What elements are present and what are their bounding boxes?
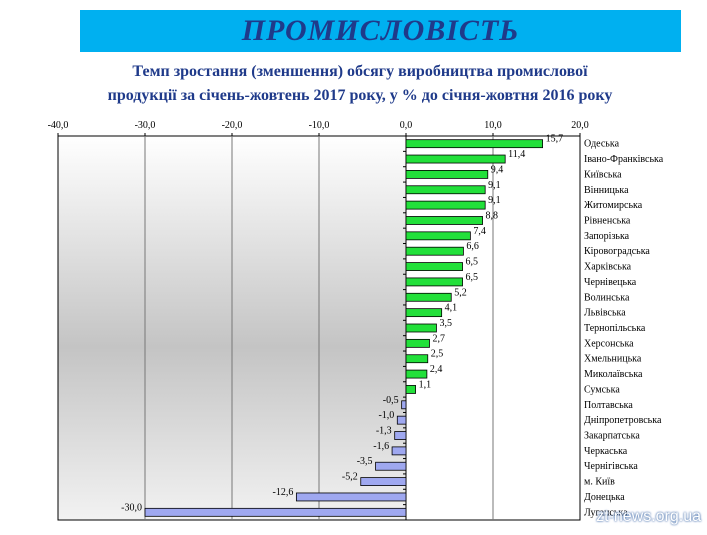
- category-label: Рівненська: [584, 215, 631, 226]
- x-tick-label: -20,0: [222, 120, 243, 131]
- category-label: Херсонська: [584, 338, 634, 349]
- value-label: -5,2: [342, 472, 358, 483]
- category-label: Волинська: [584, 292, 630, 303]
- value-label: -30,0: [121, 502, 142, 513]
- value-label: 2,7: [432, 333, 445, 344]
- value-label: 4,1: [445, 303, 458, 314]
- value-label: 2,4: [430, 364, 443, 375]
- value-label: 2,5: [431, 349, 444, 360]
- value-label: -3,5: [357, 456, 373, 467]
- value-label: 9,1: [488, 180, 501, 191]
- bar: [405, 216, 483, 225]
- value-label: 6,5: [466, 257, 479, 268]
- value-label: -1,6: [373, 441, 389, 452]
- bar: [391, 446, 407, 456]
- bar: [401, 400, 407, 410]
- value-label: -1,0: [378, 410, 394, 421]
- bar: [405, 277, 463, 287]
- category-label: Чернігівська: [584, 461, 638, 472]
- category-label: Закарпатська: [584, 431, 640, 442]
- watermark: zt-news.org.ua: [596, 508, 701, 525]
- category-label: Полтавська: [584, 400, 633, 411]
- bar: [405, 154, 506, 164]
- value-label: 3,5: [439, 318, 452, 329]
- value-label: 11,4: [508, 149, 525, 160]
- bar: [405, 231, 471, 241]
- bar: [405, 246, 464, 256]
- bar: [394, 431, 407, 440]
- value-label: 1,1: [419, 379, 432, 390]
- bar: [405, 139, 543, 149]
- category-label: Житомирська: [584, 200, 643, 211]
- category-label: Чернівецька: [584, 277, 637, 288]
- category-label: Миколаївська: [584, 369, 643, 380]
- category-label: Луганська: [584, 507, 628, 518]
- category-label: Донецька: [584, 492, 625, 503]
- bar: [295, 492, 407, 502]
- value-label: -0,5: [383, 395, 399, 406]
- value-label: 6,6: [466, 241, 479, 252]
- bar: [405, 323, 437, 333]
- subtitle-line-1: Темп зростання (зменшення) обсягу виробн…: [132, 63, 588, 80]
- category-label: Запорізька: [584, 231, 630, 242]
- x-tick-label: 10,0: [484, 120, 502, 131]
- value-label: -1,3: [376, 426, 392, 437]
- bar: [405, 338, 430, 348]
- category-label: Хмельницька: [584, 354, 642, 365]
- value-label: -12,6: [273, 487, 294, 498]
- value-label: 5,2: [454, 287, 467, 298]
- value-label: 7,4: [473, 226, 486, 237]
- category-label: Львівська: [584, 308, 626, 319]
- bar: [396, 415, 407, 425]
- x-tick-label: -30,0: [135, 120, 156, 131]
- banner-title: ПРОМИСЛОВІСТЬ: [241, 14, 520, 47]
- value-label: 9,4: [491, 164, 504, 175]
- category-label: Сумська: [584, 384, 620, 395]
- value-label: 8,8: [486, 210, 499, 221]
- bar: [405, 292, 452, 302]
- x-tick-label: -10,0: [309, 120, 330, 131]
- value-label: 15,7: [546, 134, 564, 145]
- bar: [375, 461, 407, 471]
- category-label: Івано-Франківська: [584, 154, 664, 165]
- x-tick-label: -40,0: [48, 120, 69, 131]
- category-label: Черкаська: [584, 446, 628, 457]
- bar: [360, 477, 407, 486]
- bar-chart: -40,0 -30,0 -20,0 -10,0 0,0 10,0 20,0 15,7 11,4…: [48, 120, 664, 521]
- subtitle-line-2: продукції за січень-жовтень 2017 року, у…: [107, 87, 613, 104]
- bar: [405, 385, 416, 394]
- category-label: Київська: [584, 169, 622, 180]
- bar: [405, 369, 428, 379]
- category-label: м. Київ: [584, 477, 615, 488]
- bar: [405, 185, 486, 195]
- chart-area: -40,0 -30,0 -20,0 -10,0 0,0 10,0 20,0 15,7 11,4…: [28, 110, 707, 530]
- category-label: Одеська: [584, 139, 620, 150]
- bar: [405, 354, 429, 364]
- bar: [405, 262, 463, 271]
- x-tick-label: 20,0: [571, 120, 589, 131]
- category-label: Вінницька: [584, 185, 629, 196]
- title-banner: ПРОМИСЛОВІСТЬ: [80, 10, 681, 52]
- value-label: 9,1: [488, 195, 501, 206]
- category-label: Тернопільська: [584, 323, 646, 334]
- category-label: Кіровоградська: [584, 246, 650, 257]
- value-label: 6,5: [466, 272, 479, 283]
- x-tick-label: 0,0: [400, 120, 413, 131]
- category-label: Дніпропетровська: [584, 415, 662, 426]
- bar: [144, 507, 407, 517]
- category-label: Харківська: [584, 262, 632, 273]
- bar: [405, 170, 489, 179]
- bar: [405, 308, 443, 318]
- bar: [405, 200, 486, 210]
- chart-subtitle: Темп зростання (зменшення) обсягу виробн…: [40, 60, 680, 108]
